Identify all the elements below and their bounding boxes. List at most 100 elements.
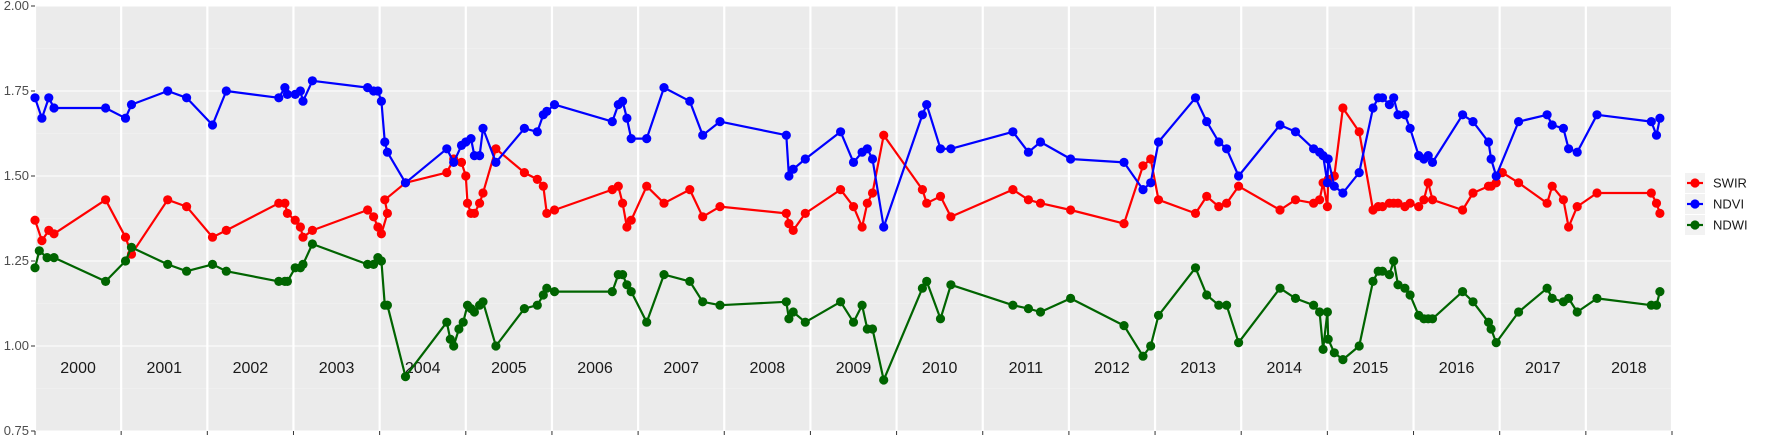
data-point-ndwi [935,314,946,324]
data-point-swir [1547,181,1557,191]
data-point-ndvi [182,93,192,103]
data-point-swir [784,219,794,229]
data-point-swir [867,188,878,198]
y-tick-label: 1.00 [4,338,29,353]
data-point-swir [163,195,173,205]
data-point-ndwi [1572,307,1582,317]
data-point-swir [376,229,386,239]
data-point-ndvi [1323,154,1333,164]
data-point-ndwi [715,300,725,310]
data-point-ndwi [1309,300,1319,310]
data-point-ndvi [1329,181,1339,191]
data-point-ndvi [1514,117,1524,127]
y-tick-label: 1.25 [4,253,29,268]
data-point-ndvi [1393,110,1403,120]
data-point-swir [659,198,669,208]
data-point-swir [290,215,300,225]
y-tick-label: 0.75 [4,423,29,438]
data-point-ndvi [1066,154,1076,164]
data-point-swir [848,202,859,212]
year-label: 2018 [1611,360,1647,377]
data-point-ndwi [1035,307,1046,317]
data-point-swir [519,168,530,178]
data-point-swir [295,222,305,232]
data-point-ndvi [715,117,725,127]
data-point-ndwi [642,317,652,327]
data-point-ndvi [1377,93,1388,103]
data-point-ndwi [307,239,317,249]
data-point-ndvi [1384,100,1394,110]
data-point-ndwi [659,270,669,280]
data-point-ndvi [373,86,383,96]
data-point-ndwi [1222,300,1232,310]
data-point-ndwi [1389,256,1399,266]
data-point-ndvi [698,130,708,140]
data-point-ndwi [848,317,859,327]
data-point-ndvi [1222,144,1232,154]
data-point-ndwi [382,300,392,310]
data-point-ndvi [1389,93,1399,103]
data-point-ndwi [469,307,479,317]
data-point-ndwi [1153,310,1164,320]
data-point-ndvi [1405,123,1415,133]
data-point-ndwi [1290,293,1301,303]
data-point-swir [120,232,131,242]
data-point-ndvi [1275,120,1285,130]
year-label: 2016 [1439,360,1475,377]
data-point-ndvi [1146,178,1156,188]
data-point-ndvi [1491,171,1501,181]
data-point-ndwi [1202,290,1212,300]
data-point-swir [475,198,485,208]
data-point-swir [461,171,471,181]
data-point-swir [1419,195,1429,205]
data-point-swir [1153,195,1164,205]
data-point-swir [1393,198,1403,208]
data-point-ndwi [376,256,386,266]
data-point-ndwi [1275,283,1285,293]
data-point-swir [946,212,956,222]
data-point-ndvi [642,134,652,144]
data-point-ndvi [1547,120,1557,130]
year-label: 2012 [1094,360,1130,377]
data-point-swir [538,181,548,191]
data-point-ndwi [445,334,455,344]
data-point-ndwi [922,276,932,286]
data-point-swir [618,198,628,208]
data-point-swir [1423,178,1433,188]
data-point-ndvi [626,134,636,144]
data-point-ndwi [800,317,810,327]
data-point-ndwi [1368,276,1378,286]
data-point-swir [101,195,111,205]
legend-key-point [1690,199,1700,209]
data-point-swir [456,157,467,167]
data-point-swir [613,181,623,191]
data-point-ndwi [49,253,59,263]
year-label: 2005 [491,360,527,377]
data-point-ndvi [781,130,791,140]
data-point-swir [373,222,383,232]
data-point-ndvi [376,96,386,106]
data-point-ndvi [1483,137,1494,147]
data-point-swir [935,191,946,201]
data-point-ndwi [1592,293,1602,303]
data-point-ndwi [1564,293,1574,303]
data-point-swir [491,144,501,154]
data-point-ndvi [442,144,452,154]
data-point-ndwi [400,372,411,382]
year-label: 2001 [146,360,182,377]
data-point-swir [1542,198,1552,208]
data-point-swir [1322,202,1332,212]
data-point-ndwi [1023,304,1033,314]
data-point-swir [549,205,560,215]
data-point-ndvi [879,222,889,232]
year-label: 2015 [1353,360,1389,377]
data-point-ndvi [1008,127,1018,137]
data-point-ndvi [1558,123,1568,133]
data-point-ndwi [917,283,928,293]
data-point-ndwi [221,266,231,276]
data-point-ndwi [607,287,617,297]
data-point-ndwi [1651,300,1662,310]
year-label: 2000 [60,360,96,377]
data-point-ndvi [1138,185,1148,195]
data-point-swir [1234,181,1244,191]
